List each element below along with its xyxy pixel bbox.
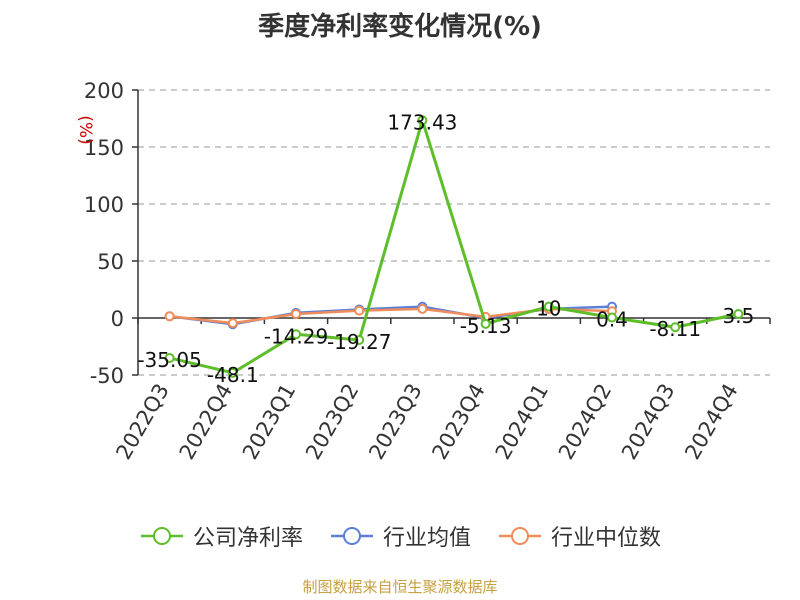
data-point: [354, 334, 365, 345]
data-label: 3.5: [722, 304, 754, 328]
data-point: [227, 367, 238, 378]
data-label: 173.43: [387, 110, 457, 134]
data-point: [417, 303, 428, 314]
data-point: [417, 115, 428, 126]
y-tick-label: 200: [84, 79, 124, 103]
data-label: -5.13: [460, 314, 512, 338]
data-label: -48.1: [207, 363, 259, 387]
data-point: [480, 318, 491, 329]
legend-marker-icon: [499, 527, 541, 545]
x-tick-label: 2022Q4: [175, 380, 237, 464]
data-label: 10: [536, 297, 561, 321]
data-label: -35.05: [137, 348, 201, 372]
legend-marker-icon: [140, 527, 183, 545]
x-tick-label: 2023Q2: [301, 380, 363, 464]
source-footer: 制图数据来自恒生聚源数据库: [302, 578, 498, 596]
x-tick-label: 2023Q4: [427, 379, 489, 463]
legend-marker-circle: [152, 527, 171, 545]
legend-item[interactable]: 公司净利率: [139, 520, 303, 552]
x-tick-label: 2024Q3: [617, 380, 679, 464]
data-point: [354, 305, 365, 316]
legend-label: 行业中位数: [551, 526, 662, 551]
data-label: -19.27: [327, 330, 391, 354]
data-label: 0.4: [596, 308, 628, 332]
data-point: [291, 329, 301, 340]
legend-marker-circle: [511, 527, 529, 545]
x-tick-label: 2023Q1: [238, 380, 300, 464]
y-axis-label: (%): [75, 115, 95, 144]
x-tick-label: 2024Q4: [680, 380, 742, 464]
data-label: -8.11: [649, 317, 701, 341]
x-tick-label: 2024Q2: [554, 380, 616, 464]
y-tick-label: 100: [84, 193, 124, 217]
x-tick-label: 2022Q3: [111, 380, 173, 464]
data-labels: -35.05-48.1-14.29-19.27 173.43 -5.13 10 0.4-…: [137, 110, 754, 387]
x-tick-label: 2024Q1: [491, 380, 553, 464]
legend-item[interactable]: 行业均值: [329, 520, 471, 552]
data-point: [291, 309, 301, 320]
y-tick-label: 50: [97, 250, 124, 274]
x-tick-label: 2023Q3: [364, 380, 426, 464]
data-point: [670, 322, 681, 333]
data-point: [543, 301, 554, 312]
y-tick-label: 0: [111, 307, 124, 331]
y-tick-label: -50: [90, 364, 124, 388]
data-point: [164, 311, 175, 322]
chart-title: 季度净利率变化情况(%): [258, 12, 542, 42]
series-line: [169, 118, 739, 375]
legend-marker-icon: [330, 527, 373, 545]
legend-label: 行业均值: [382, 526, 471, 551]
data-label: -14.29: [264, 324, 328, 348]
legend-marker-circle: [342, 527, 361, 545]
data-point: [607, 312, 617, 323]
series-lines: [164, 115, 744, 378]
data-point: [227, 318, 238, 329]
legend-item[interactable]: 行业中位数: [497, 520, 661, 552]
legend-label: 公司净利率: [192, 526, 303, 551]
data-point: [164, 352, 175, 363]
legend: 公司净利率 行业均值 行业中位数: [0, 520, 800, 552]
y-tick-label: 150: [84, 136, 124, 160]
data-point: [733, 309, 744, 320]
